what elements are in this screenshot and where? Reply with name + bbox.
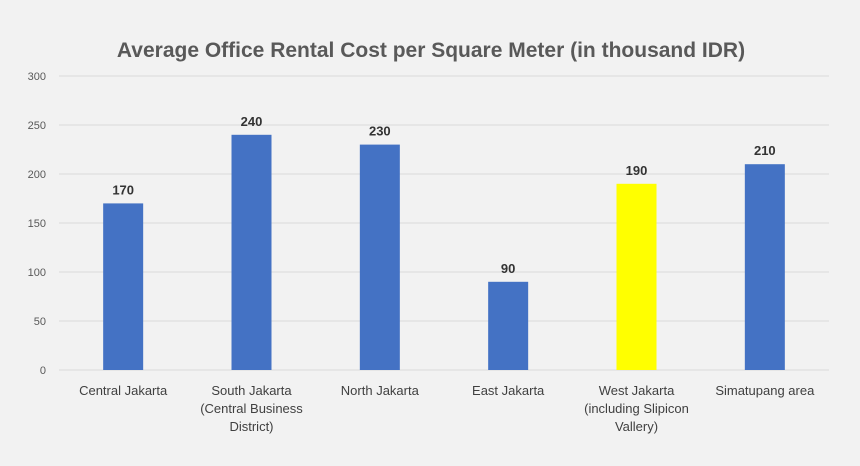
x-axis-categories: Central Jakarta South Jakarta (Central Bus… [79, 383, 815, 434]
bars [103, 134, 785, 370]
x-category-label: Central Jakarta [79, 383, 168, 398]
y-tick-label: 0 [40, 365, 46, 377]
y-tick-label: 100 [28, 267, 46, 279]
x-category-label: East Jakarta [472, 383, 545, 398]
x-category-label: West Jakarta [599, 383, 675, 398]
data-label: 170 [112, 182, 134, 197]
bar [616, 183, 657, 370]
bar [103, 203, 144, 370]
y-tick-label: 250 [28, 120, 46, 132]
bar [488, 281, 529, 370]
data-label: 190 [626, 163, 648, 178]
data-label: 230 [369, 124, 391, 139]
y-tick-label: 200 [28, 169, 46, 181]
y-axis-ticks: 0 50 100 150 200 250 300 [28, 71, 46, 377]
chart-title: Average Office Rental Cost per Square Me… [117, 39, 745, 62]
x-category-label: District) [229, 419, 273, 434]
x-category-label: North Jakarta [341, 383, 420, 398]
x-category-label: Simatupang area [715, 383, 815, 398]
y-tick-label: 300 [28, 71, 46, 83]
data-label: 210 [754, 143, 776, 158]
data-label: 240 [241, 114, 263, 129]
y-tick-label: 150 [28, 218, 46, 230]
x-category-label: (Central Business [200, 401, 303, 416]
x-category-label: (including Slipicon [584, 401, 689, 416]
y-tick-label: 50 [34, 316, 46, 328]
data-label: 90 [501, 261, 515, 276]
bar [359, 144, 400, 370]
x-category-label: Vallery) [615, 419, 658, 434]
grid-lines [59, 75, 829, 371]
bar [231, 134, 272, 370]
x-category-label: South Jakarta [211, 383, 292, 398]
bar [744, 164, 785, 370]
data-labels: 170 240 230 90 190 210 [112, 114, 775, 276]
